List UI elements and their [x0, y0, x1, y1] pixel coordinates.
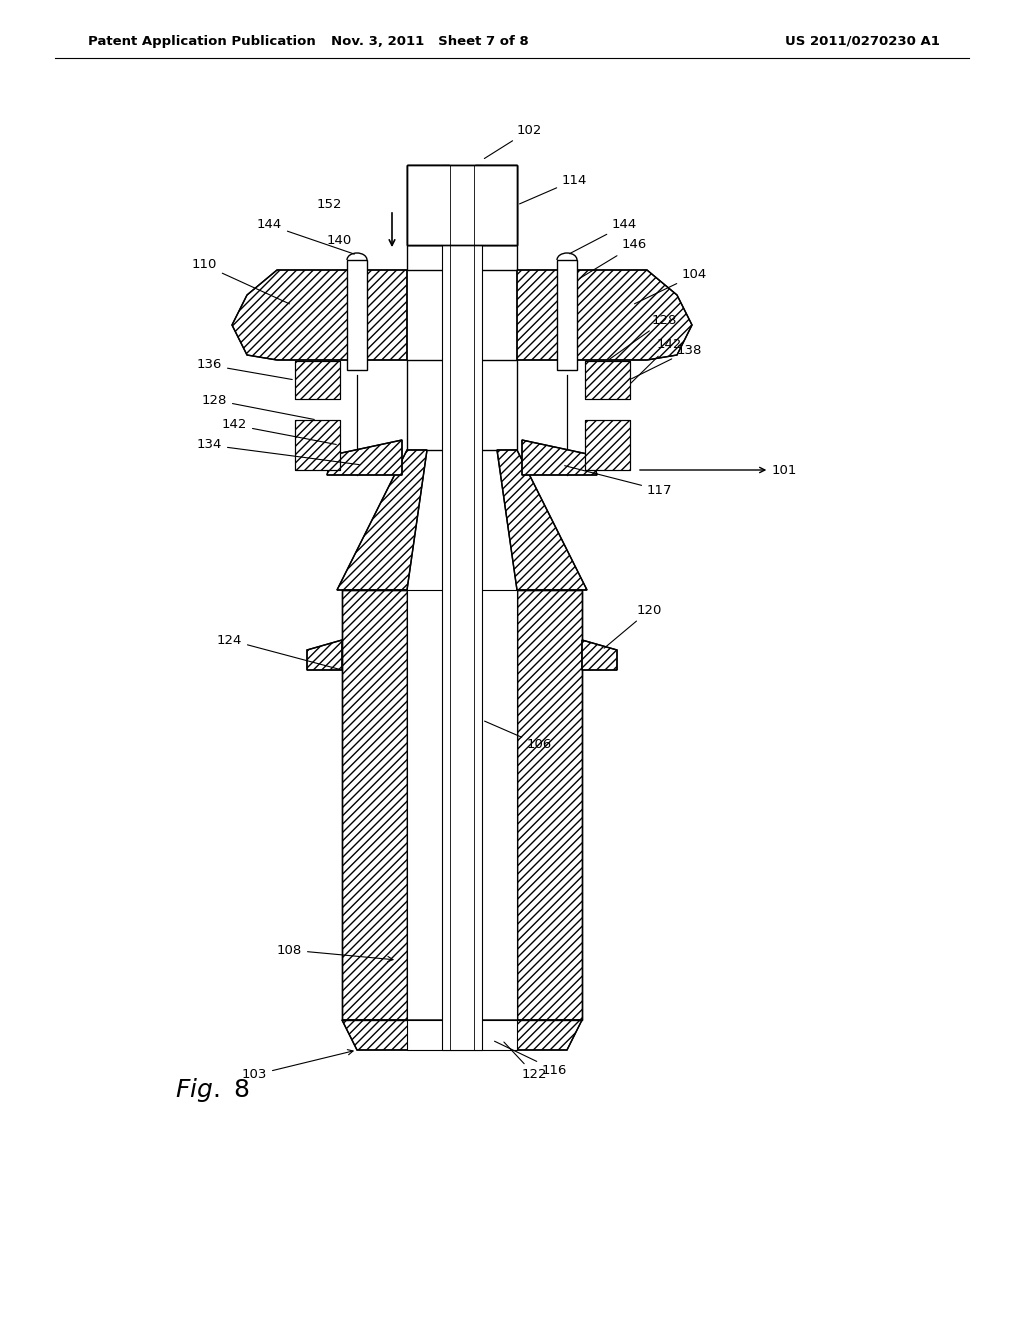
Text: 120: 120 [604, 603, 663, 648]
Text: 142: 142 [221, 418, 336, 445]
Text: 146: 146 [580, 239, 647, 279]
Text: 138: 138 [632, 343, 702, 379]
Text: 106: 106 [484, 721, 552, 751]
Polygon shape [582, 640, 617, 671]
Bar [585, 420, 630, 470]
Polygon shape [337, 450, 427, 590]
Polygon shape [232, 271, 407, 360]
Polygon shape [475, 165, 517, 246]
Text: 108: 108 [276, 944, 393, 962]
Text: 110: 110 [191, 259, 290, 304]
Polygon shape [342, 590, 407, 1020]
Polygon shape [497, 450, 587, 590]
Bar [295, 420, 340, 470]
Bar [585, 420, 630, 470]
Text: 152: 152 [316, 198, 342, 211]
Text: 101: 101 [640, 463, 798, 477]
Text: US 2011/0270230 A1: US 2011/0270230 A1 [785, 36, 940, 48]
Text: Patent Application Publication: Patent Application Publication [88, 36, 315, 48]
Bar [347, 260, 367, 370]
Text: 104: 104 [635, 268, 708, 304]
Text: 103: 103 [242, 1049, 353, 1081]
Text: $\mathit{Fig.}$$\mathit{\ 8}$: $\mathit{Fig.}$$\mathit{\ 8}$ [175, 1076, 250, 1104]
Bar [442, 165, 482, 1049]
Text: 128: 128 [202, 393, 314, 420]
Text: 134: 134 [197, 438, 359, 465]
Bar [449, 165, 475, 246]
Bar [407, 1020, 517, 1049]
Bar [557, 260, 577, 370]
Bar [407, 165, 517, 246]
Text: 117: 117 [564, 466, 673, 496]
Bar [585, 360, 630, 399]
Polygon shape [522, 440, 597, 475]
Text: 124: 124 [217, 634, 339, 669]
Polygon shape [407, 165, 449, 246]
Text: 128: 128 [609, 314, 677, 359]
Text: 122: 122 [504, 1041, 548, 1081]
Bar [295, 360, 340, 399]
Bar [585, 360, 630, 399]
Polygon shape [517, 590, 582, 1020]
Text: Nov. 3, 2011   Sheet 7 of 8: Nov. 3, 2011 Sheet 7 of 8 [331, 36, 528, 48]
Bar [407, 360, 517, 450]
Bar [295, 420, 340, 470]
Text: 102: 102 [484, 124, 543, 158]
Text: 144: 144 [257, 219, 354, 253]
Text: 144: 144 [569, 219, 637, 253]
Text: 136: 136 [197, 359, 292, 380]
Text: 116: 116 [495, 1041, 567, 1077]
Bar [407, 590, 517, 1020]
Polygon shape [307, 640, 342, 671]
Text: 142: 142 [631, 338, 682, 383]
Bar [407, 165, 517, 246]
Text: 114: 114 [519, 173, 588, 203]
Text: 140: 140 [327, 234, 352, 247]
Polygon shape [327, 440, 402, 475]
Bar [407, 246, 517, 271]
Polygon shape [517, 271, 692, 360]
Bar [295, 360, 340, 399]
Polygon shape [342, 1020, 582, 1049]
